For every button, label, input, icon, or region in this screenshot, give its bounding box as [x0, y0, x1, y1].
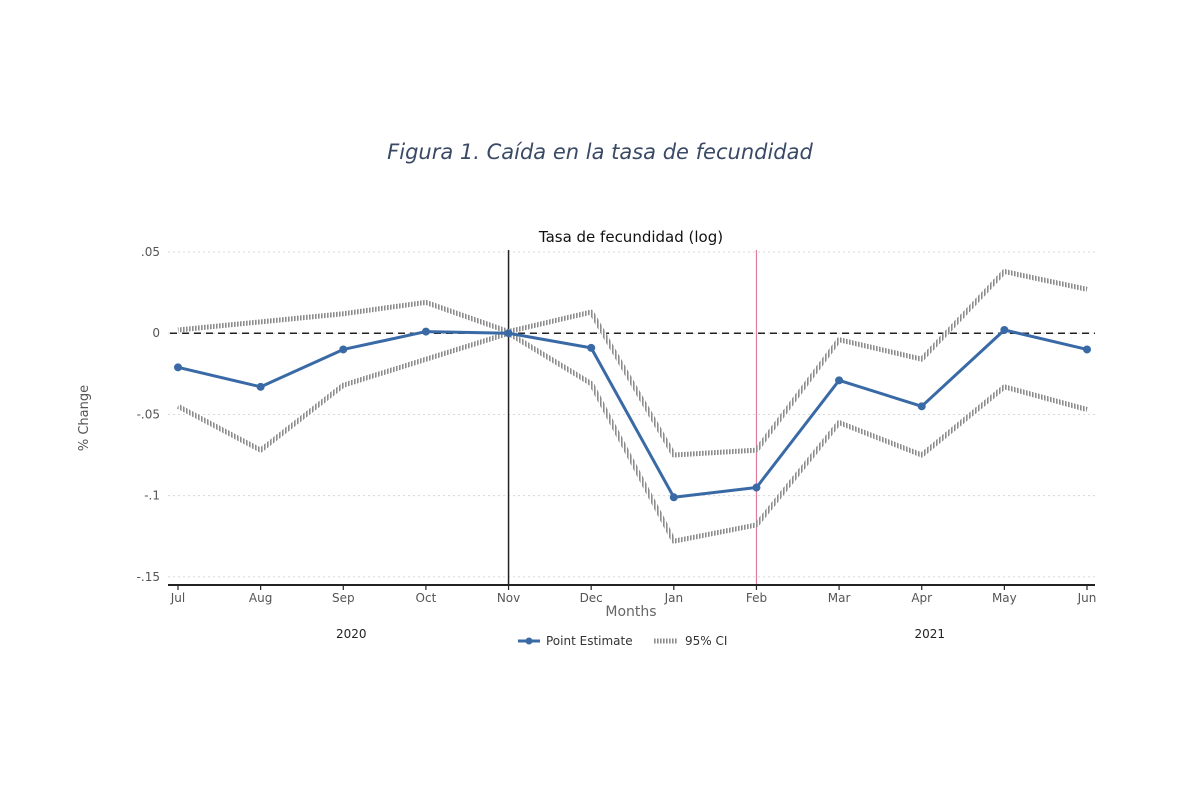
- figure-caption: Figura 1. Caída en la tasa de fecundidad: [387, 140, 813, 164]
- point-estimate-marker: [752, 483, 761, 492]
- y-axis-label: % Change: [77, 385, 92, 451]
- point-estimate-marker: [174, 363, 182, 372]
- point-estimate-marker: [587, 343, 596, 352]
- y-tick-label: -.05: [137, 407, 160, 421]
- x-tick-label: Jan: [664, 591, 684, 605]
- point-estimate-marker: [256, 382, 265, 391]
- y-tick-label: -.15: [137, 570, 160, 584]
- ci-upper-line: [177, 268, 1088, 458]
- x-tick-label: Feb: [746, 591, 767, 605]
- x-tick-label: Apr: [911, 591, 932, 605]
- point-estimate-line: [177, 328, 1088, 499]
- x-tick-label: Nov: [497, 591, 520, 605]
- x-tick-label: Jul: [170, 591, 185, 605]
- point-estimate-marker: [917, 402, 926, 411]
- point-estimate-marker: [1000, 325, 1009, 334]
- legend-point-estimate-marker: [525, 637, 533, 645]
- legend-ci-label: 95% CI: [685, 634, 727, 648]
- x-tick-label: Oct: [416, 591, 437, 605]
- x-tick-label: Mar: [828, 591, 851, 605]
- year-label: 2021: [914, 627, 945, 641]
- y-tick-label: -.1: [144, 489, 160, 503]
- point-estimate-marker: [504, 329, 513, 338]
- point-estimate-marker: [421, 327, 430, 336]
- x-axis-label: Months: [605, 604, 656, 620]
- y-tick-label: .05: [141, 245, 160, 259]
- chart-title: Tasa de fecundidad (log): [538, 228, 723, 246]
- point-estimate-marker: [339, 345, 348, 354]
- year-label: 2020: [336, 627, 367, 641]
- legend-point-estimate-label: Point Estimate: [546, 634, 633, 648]
- point-estimate-marker: [669, 493, 678, 502]
- point-estimate-marker: [1083, 345, 1091, 354]
- x-tick-label: Jun: [1077, 591, 1097, 605]
- ci-lower-line: [176, 330, 1088, 544]
- x-tick-label: Sep: [332, 591, 355, 605]
- y-tick-label: 0: [152, 326, 160, 340]
- point-estimate-marker: [835, 376, 844, 385]
- x-tick-label: Dec: [580, 591, 603, 605]
- x-tick-label: Aug: [249, 591, 272, 605]
- x-tick-label: May: [992, 591, 1017, 605]
